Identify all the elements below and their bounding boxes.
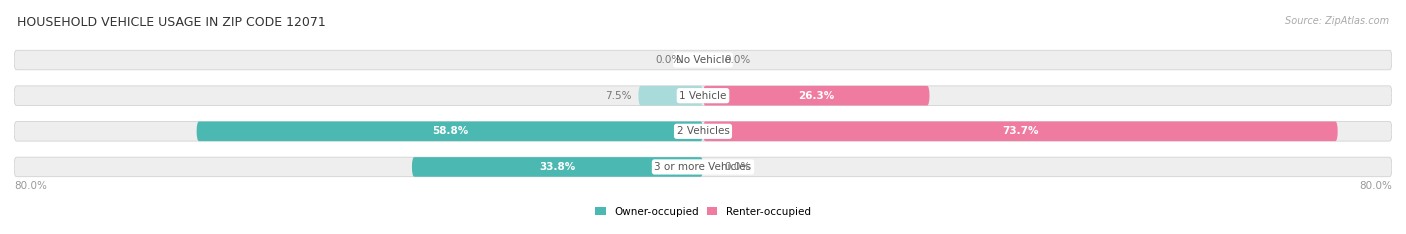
FancyBboxPatch shape [14, 86, 1392, 106]
Text: 80.0%: 80.0% [14, 181, 46, 191]
FancyBboxPatch shape [638, 86, 703, 106]
Text: 73.7%: 73.7% [1002, 126, 1039, 136]
Text: 0.0%: 0.0% [724, 162, 751, 172]
Text: 1 Vehicle: 1 Vehicle [679, 91, 727, 101]
Text: 80.0%: 80.0% [1360, 181, 1392, 191]
FancyBboxPatch shape [703, 86, 929, 106]
Text: 58.8%: 58.8% [432, 126, 468, 136]
Text: Source: ZipAtlas.com: Source: ZipAtlas.com [1285, 16, 1389, 26]
Text: 7.5%: 7.5% [605, 91, 631, 101]
Text: 2 Vehicles: 2 Vehicles [676, 126, 730, 136]
FancyBboxPatch shape [14, 157, 1392, 177]
Text: 33.8%: 33.8% [540, 162, 575, 172]
FancyBboxPatch shape [197, 121, 703, 141]
Text: 26.3%: 26.3% [799, 91, 834, 101]
Text: 0.0%: 0.0% [655, 55, 682, 65]
Legend: Owner-occupied, Renter-occupied: Owner-occupied, Renter-occupied [591, 203, 815, 221]
Text: 3 or more Vehicles: 3 or more Vehicles [654, 162, 752, 172]
FancyBboxPatch shape [412, 157, 703, 177]
FancyBboxPatch shape [14, 121, 1392, 141]
FancyBboxPatch shape [703, 121, 1337, 141]
FancyBboxPatch shape [14, 50, 1392, 70]
Text: HOUSEHOLD VEHICLE USAGE IN ZIP CODE 12071: HOUSEHOLD VEHICLE USAGE IN ZIP CODE 1207… [17, 16, 326, 29]
Text: 0.0%: 0.0% [724, 55, 751, 65]
Text: No Vehicle: No Vehicle [675, 55, 731, 65]
